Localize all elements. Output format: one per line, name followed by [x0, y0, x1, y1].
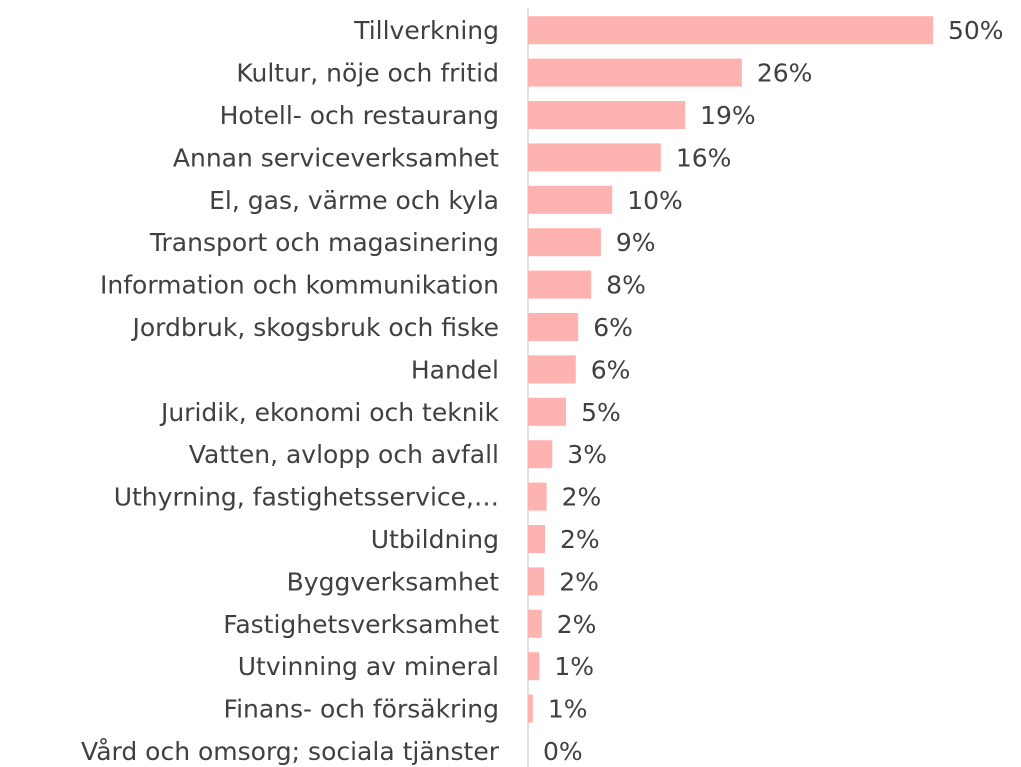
- bar: [528, 185, 613, 214]
- category-label: Vård och omsorg; sociala tjänster: [81, 737, 500, 766]
- value-label: 50%: [948, 16, 1004, 45]
- value-label: 9%: [616, 228, 656, 257]
- category-label: Hotell- och restaurang: [220, 101, 499, 130]
- category-label: Jordbruk, skogsbruk och fiske: [130, 313, 499, 342]
- bar: [528, 58, 742, 87]
- category-label: Transport och magasinering: [149, 228, 499, 257]
- value-label: 6%: [591, 355, 631, 384]
- bar: [528, 313, 579, 341]
- category-label: El, gas, värme och kyla: [209, 186, 499, 215]
- category-label: Utvinning av mineral: [238, 652, 499, 681]
- bar: [528, 355, 576, 384]
- category-label: Annan serviceverksamhet: [173, 143, 499, 172]
- category-label: Vatten, avlopp och avfall: [189, 440, 499, 469]
- category-label: Fastighetsverksamhet: [223, 610, 499, 639]
- bar: [528, 525, 546, 553]
- value-label: 26%: [757, 59, 813, 88]
- value-label: 3%: [567, 440, 607, 469]
- value-label: 19%: [700, 101, 756, 130]
- bar: [528, 228, 601, 257]
- bar: [528, 101, 686, 129]
- category-label: Uthyrning, fastighetsservice,…: [114, 483, 499, 512]
- value-label: 16%: [676, 143, 732, 172]
- category-label: Handel: [411, 355, 499, 384]
- value-label: 2%: [557, 610, 597, 639]
- category-label: Juridik, ekonomi och teknik: [159, 398, 500, 427]
- bar: [528, 567, 545, 596]
- value-label: 6%: [593, 313, 633, 342]
- category-label: Information och kommunikation: [100, 271, 499, 300]
- bar: [528, 16, 933, 45]
- value-label: 5%: [581, 398, 621, 427]
- value-label: 1%: [554, 652, 594, 681]
- category-label: Utbildning: [371, 525, 499, 554]
- category-label: Finans- och försäkring: [224, 695, 499, 724]
- value-label: 0%: [543, 737, 583, 766]
- bar: [528, 440, 553, 469]
- category-label: Byggverksamhet: [287, 567, 500, 596]
- value-label: 10%: [627, 186, 683, 215]
- bar: [528, 694, 533, 723]
- value-label: 1%: [548, 695, 588, 724]
- bar: [528, 482, 547, 511]
- value-label: 2%: [559, 567, 599, 596]
- category-label: Tillverkning: [353, 16, 499, 45]
- value-label: 8%: [606, 271, 646, 300]
- bar: [528, 270, 592, 299]
- bar: [528, 397, 567, 426]
- bar: [528, 652, 540, 681]
- value-label: 2%: [562, 483, 602, 512]
- value-label: 2%: [560, 525, 600, 554]
- bar: [528, 609, 542, 638]
- bar: [528, 143, 661, 172]
- category-label: Kultur, nöje och fritid: [236, 59, 499, 88]
